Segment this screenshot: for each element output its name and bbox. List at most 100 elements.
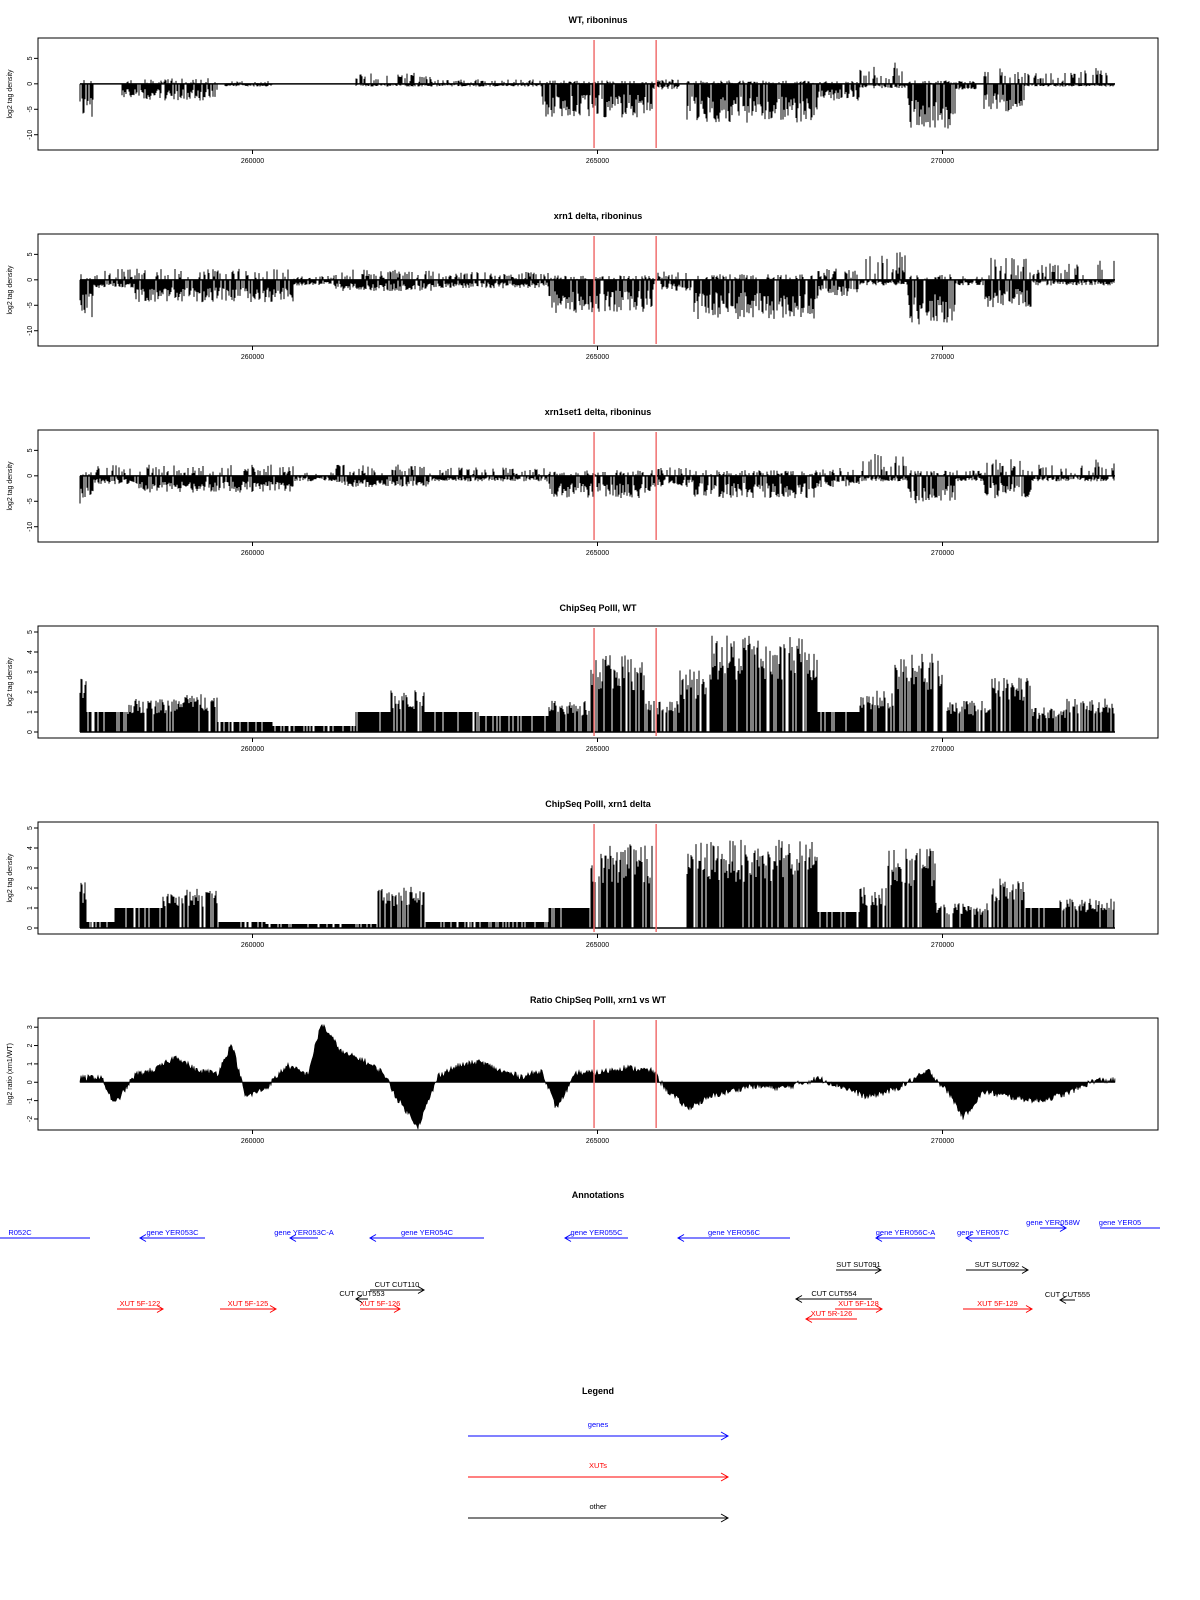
x-tick-label: 260000 — [241, 354, 264, 361]
x-tick-label: 270000 — [931, 1138, 954, 1145]
arrowhead-right-icon — [720, 1513, 730, 1523]
feature-label: gene YER057C — [957, 1228, 1010, 1237]
arrowhead-right-icon — [393, 1305, 401, 1313]
track-signal — [79, 839, 1115, 929]
track-panel: xrn1set1 delta, riboninus -10 -5 0 5 log2 tag… — [7, 407, 1159, 557]
arrowhead-left-icon — [289, 1234, 297, 1242]
x-tick-label: 265000 — [586, 354, 609, 361]
other-feature: CUT CUT555 — [1045, 1290, 1090, 1304]
y-tick-label: -5 — [27, 498, 34, 504]
arrowhead-right-icon — [1021, 1266, 1029, 1274]
arrowhead-right-icon — [417, 1286, 425, 1294]
panel-title: xrn1set1 delta, riboninus — [545, 407, 652, 417]
y-tick-label: 0 — [27, 82, 34, 86]
legend-label: genes — [588, 1420, 609, 1429]
arrowhead-left-icon — [355, 1295, 363, 1303]
y-tick-label: 3 — [27, 670, 34, 674]
x-tick-label: 265000 — [586, 158, 609, 165]
gene-feature: R052C — [0, 1228, 90, 1239]
x-tick-label: 260000 — [241, 746, 264, 753]
feature-label: XUT 5F-122 — [120, 1299, 161, 1308]
gene-feature: gene YER057C — [957, 1228, 1010, 1242]
y-axis-label: log2 tag density — [7, 265, 14, 315]
legend-item: other — [468, 1502, 730, 1523]
y-tick-label: 5 — [27, 252, 34, 256]
y-tick-label: 0 — [27, 278, 34, 282]
panel-title: ChipSeq PolII, xrn1 delta — [545, 799, 652, 809]
gene-feature: gene YER058W — [1026, 1218, 1081, 1232]
track-panel: ChipSeq PolII, xrn1 delta 0 1 2 3 4 5 log2 tag … — [7, 799, 1159, 949]
panel-title: Ratio ChipSeq PolII, xrn1 vs WT — [530, 995, 667, 1005]
track-signal — [79, 252, 1115, 325]
feature-label: SUT SUT092 — [975, 1260, 1019, 1269]
feature-label: gene YER05 — [1099, 1218, 1141, 1227]
x-tick-label: 265000 — [586, 1138, 609, 1145]
y-axis-label: log2 tag density — [7, 69, 14, 119]
arrowhead-left-icon — [805, 1315, 813, 1323]
y-tick-label: 0 — [27, 1080, 34, 1084]
gene-feature: gene YER053C-A — [274, 1228, 334, 1242]
feature-label: gene YER056C-A — [876, 1228, 935, 1237]
xut-feature: XUT 5F-129 — [963, 1299, 1033, 1313]
legend-panel: Legend genes XUTs other — [468, 1386, 730, 1523]
arrowhead-left-icon — [1059, 1296, 1067, 1304]
y-axis-label: log2 tag density — [7, 853, 14, 903]
x-tick-label: 260000 — [241, 550, 264, 557]
arrowhead-right-icon — [874, 1266, 882, 1274]
feature-label: gene YER058W — [1026, 1218, 1081, 1227]
y-tick-label: 0 — [27, 474, 34, 478]
feature-label: gene YER055C — [571, 1228, 624, 1237]
other-feature: CUT CUT110 — [370, 1280, 425, 1294]
arrowhead-right-icon — [269, 1305, 277, 1313]
other-feature: CUT CUT554 — [795, 1289, 872, 1303]
y-tick-label: -10 — [27, 326, 34, 336]
arrowhead-left-icon — [564, 1234, 572, 1242]
feature-label: SUT SUT091 — [836, 1260, 880, 1269]
xut-feature: XUT 5F-122 — [117, 1299, 164, 1313]
x-tick-label: 270000 — [931, 942, 954, 949]
y-tick-label: 0 — [27, 926, 34, 930]
x-tick-label: 265000 — [586, 746, 609, 753]
y-tick-label: 0 — [27, 730, 34, 734]
track-signal — [79, 1023, 1116, 1130]
x-tick-label: 260000 — [241, 1138, 264, 1145]
y-tick-label: 5 — [27, 448, 34, 452]
arrowhead-left-icon — [139, 1234, 147, 1242]
legend-label: XUTs — [589, 1461, 607, 1470]
feature-label: CUT CUT553 — [339, 1289, 384, 1298]
panel-title: ChipSeq PolII, WT — [560, 603, 637, 613]
annotations-panel: Annotations R052C gene YER053C gene YER053C… — [0, 1190, 1160, 1323]
track-panel: xrn1 delta, riboninus -10 -5 0 5 log2 tag den… — [7, 211, 1159, 361]
gene-feature: gene YER054C — [369, 1228, 484, 1242]
y-axis-label: log2 tag density — [7, 657, 14, 707]
gene-feature: gene YER053C — [139, 1228, 205, 1242]
arrowhead-left-icon — [677, 1234, 685, 1242]
feature-label: gene YER056C — [708, 1228, 761, 1237]
arrowhead-right-icon — [1059, 1224, 1067, 1232]
y-tick-label: -10 — [27, 522, 34, 532]
y-axis-label: log2 ratio (xrn1/WT) — [7, 1043, 14, 1105]
arrowhead-right-icon — [156, 1305, 164, 1313]
xut-feature: XUT 5R-126 — [805, 1309, 857, 1323]
arrowhead-right-icon — [720, 1472, 730, 1482]
legend-label: other — [589, 1502, 607, 1511]
signal-bars — [79, 454, 1115, 504]
y-tick-label: -5 — [27, 106, 34, 112]
x-tick-label: 270000 — [931, 354, 954, 361]
y-tick-label: 2 — [27, 690, 34, 694]
y-tick-label: -10 — [27, 130, 34, 140]
y-tick-label: -5 — [27, 302, 34, 308]
y-tick-label: 2 — [27, 1043, 34, 1047]
y-tick-label: -1 — [27, 1097, 34, 1103]
y-tick-label: 1 — [27, 1062, 34, 1066]
gene-feature: gene YER05 — [1099, 1218, 1160, 1229]
y-tick-label: 5 — [27, 630, 34, 634]
y-tick-label: 1 — [27, 710, 34, 714]
track-panel: WT, riboninus -10 -5 0 5 log2 tag density 2600… — [7, 15, 1159, 165]
y-tick-label: 4 — [27, 846, 34, 850]
gene-feature: gene YER056C-A — [875, 1228, 935, 1242]
other-feature: SUT SUT091 — [836, 1260, 882, 1274]
track-signal — [79, 62, 1115, 129]
